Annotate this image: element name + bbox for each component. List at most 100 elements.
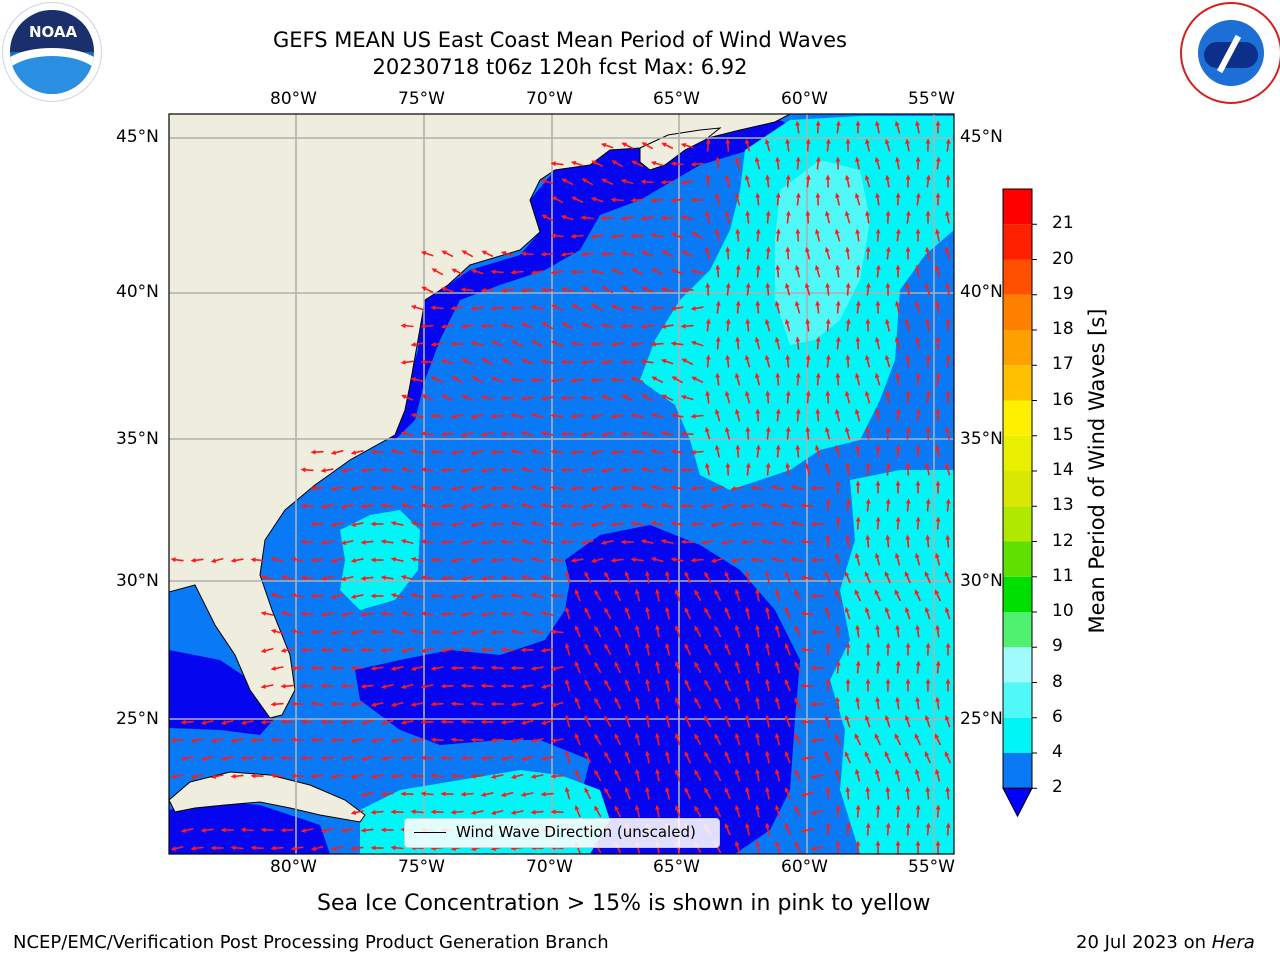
wave-direction-arrow bbox=[935, 336, 941, 350]
noaa-logo: NOAA bbox=[2, 2, 102, 102]
wave-direction-arrow bbox=[630, 342, 644, 347]
wave-direction-arrow bbox=[661, 142, 674, 150]
wave-direction-arrow bbox=[300, 575, 314, 581]
wave-direction-arrow bbox=[350, 450, 364, 455]
wave-direction-arrow bbox=[925, 210, 931, 224]
wave-direction-arrow bbox=[875, 552, 881, 566]
wave-direction-arrow bbox=[330, 701, 344, 707]
wave-direction-arrow bbox=[410, 702, 424, 707]
wave-direction-arrow bbox=[540, 431, 554, 436]
wave-direction-arrow bbox=[635, 768, 641, 782]
wave-direction-arrow bbox=[925, 318, 930, 332]
wave-direction-arrow bbox=[220, 827, 234, 833]
wave-direction-arrow bbox=[935, 804, 941, 818]
sea-ice-note: Sea Ice Concentration > 15% is shown in … bbox=[317, 891, 931, 916]
wave-direction-arrow bbox=[520, 539, 534, 545]
wave-direction-arrow bbox=[865, 786, 871, 800]
wave-direction-arrow bbox=[745, 138, 751, 152]
wave-direction-arrow bbox=[825, 174, 831, 188]
wave-direction-arrow bbox=[490, 665, 504, 671]
wave-direction-arrow bbox=[760, 503, 774, 508]
wave-direction-arrow bbox=[670, 413, 684, 418]
wave-direction-arrow bbox=[400, 720, 414, 725]
wave-direction-arrow bbox=[725, 210, 731, 224]
wave-direction-arrow bbox=[340, 611, 354, 617]
wave-direction-arrow bbox=[450, 773, 464, 779]
wave-direction-arrow bbox=[531, 340, 544, 348]
wave-direction-arrow bbox=[915, 696, 920, 710]
wave-direction-arrow bbox=[824, 751, 831, 764]
wave-direction-arrow bbox=[724, 571, 731, 584]
wave-direction-arrow bbox=[904, 606, 911, 620]
wave-direction-arrow bbox=[924, 714, 931, 728]
wave-direction-arrow bbox=[370, 737, 384, 743]
wave-direction-arrow bbox=[530, 305, 544, 310]
wave-direction-arrow bbox=[510, 665, 524, 671]
wave-direction-arrow bbox=[590, 521, 604, 527]
wave-direction-arrow bbox=[925, 678, 931, 692]
wave-direction-arrow bbox=[775, 444, 781, 458]
wave-direction-arrow bbox=[845, 174, 850, 188]
wave-direction-arrow bbox=[790, 557, 804, 562]
wave-direction-arrow bbox=[785, 426, 791, 440]
wave-direction-arrow bbox=[390, 665, 404, 671]
wave-direction-arrow bbox=[570, 414, 584, 419]
wave-direction-arrow bbox=[714, 661, 722, 674]
wave-direction-arrow bbox=[925, 534, 931, 548]
wave-direction-arrow bbox=[680, 431, 694, 437]
wave-direction-arrow bbox=[460, 287, 474, 293]
wave-direction-arrow bbox=[934, 589, 942, 602]
wave-direction-arrow bbox=[610, 342, 624, 347]
wave-direction-arrow bbox=[825, 318, 831, 332]
wave-direction-arrow bbox=[655, 660, 660, 674]
wave-direction-arrow bbox=[845, 210, 851, 224]
wave-direction-arrow bbox=[835, 660, 841, 674]
wave-direction-arrow bbox=[875, 804, 881, 818]
wave-direction-arrow bbox=[925, 354, 931, 368]
wave-direction-arrow bbox=[440, 648, 454, 653]
colorbar-tick-label: 9 bbox=[1052, 636, 1063, 657]
wave-direction-arrow bbox=[610, 449, 624, 455]
wave-direction-arrow bbox=[440, 683, 454, 689]
wave-direction-arrow bbox=[660, 179, 674, 185]
wave-direction-arrow bbox=[610, 377, 624, 383]
wave-direction-arrow bbox=[540, 467, 554, 472]
wave-direction-arrow bbox=[905, 246, 911, 260]
wave-direction-arrow bbox=[935, 156, 941, 170]
wave-direction-arrow bbox=[310, 521, 324, 527]
wave-direction-arrow bbox=[560, 395, 574, 401]
wave-direction-arrow bbox=[551, 196, 564, 204]
wave-direction-arrow bbox=[864, 751, 871, 764]
wave-direction-arrow bbox=[480, 792, 494, 797]
wave-direction-arrow bbox=[835, 840, 841, 854]
colorbar-band bbox=[1003, 224, 1032, 260]
wave-direction-arrow bbox=[620, 216, 634, 221]
wave-direction-arrow bbox=[450, 737, 464, 743]
wave-direction-arrow bbox=[885, 174, 890, 188]
wave-direction-arrow bbox=[480, 432, 494, 437]
wave-direction-arrow bbox=[510, 557, 524, 562]
wave-direction-arrow bbox=[895, 840, 901, 854]
wave-direction-arrow bbox=[915, 372, 921, 386]
wave-direction-arrow bbox=[590, 485, 604, 491]
wave-direction-arrow bbox=[610, 485, 624, 491]
wave-direction-arrow bbox=[441, 394, 454, 402]
wave-direction-arrow bbox=[470, 737, 484, 743]
wave-direction-arrow bbox=[785, 354, 791, 368]
wave-direction-arrow bbox=[360, 647, 374, 653]
wave-direction-arrow bbox=[624, 787, 631, 800]
wave-direction-arrow bbox=[875, 624, 880, 638]
wave-direction-arrow bbox=[855, 444, 861, 458]
wave-direction-arrow bbox=[640, 359, 654, 365]
wave-direction-arrow bbox=[704, 643, 712, 656]
wave-direction-arrow bbox=[440, 359, 454, 364]
wave-direction-arrow bbox=[360, 683, 374, 689]
wave-direction-arrow bbox=[450, 486, 464, 491]
wave-direction-arrow bbox=[420, 755, 434, 761]
wave-direction-arrow bbox=[755, 588, 760, 602]
wave-direction-arrow bbox=[460, 324, 474, 329]
wave-direction-arrow bbox=[925, 426, 931, 440]
wave-direction-arrow bbox=[895, 444, 901, 458]
wave-direction-arrow bbox=[895, 516, 901, 530]
wave-direction-arrow bbox=[440, 503, 454, 509]
